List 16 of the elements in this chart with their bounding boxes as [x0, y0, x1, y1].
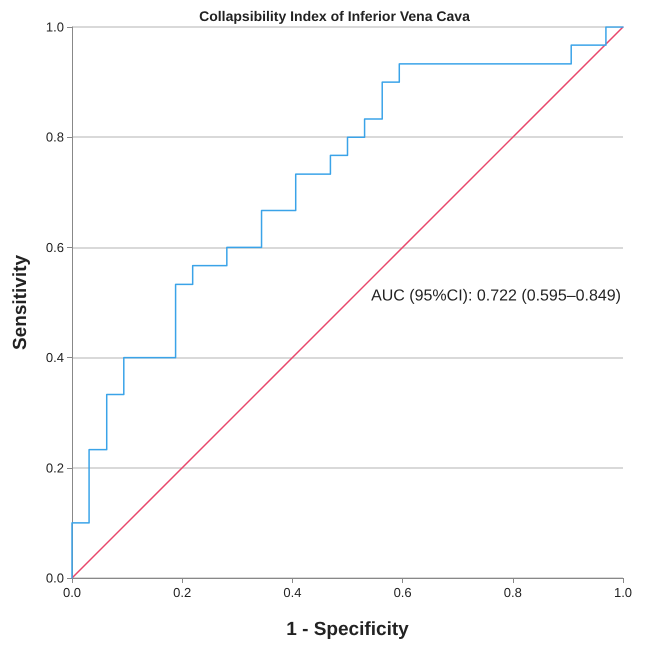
x-axis-title: 1 - Specificity	[286, 619, 410, 640]
annotation: AUC (95%CI): 0.722 (0.595–0.849)	[371, 288, 622, 304]
x-tick-label: 0.6	[394, 585, 412, 600]
y-tick-label: 1.0	[46, 20, 64, 34]
y-tick-label: 0.8	[46, 130, 64, 145]
x-tick-label: 0.2	[173, 585, 192, 600]
y-axis-title: Sensitivity	[10, 254, 31, 350]
chart-title: Collapsibility Index of Inferior Vena Cava	[199, 8, 470, 24]
y-tick-label: 0.6	[46, 240, 64, 255]
x-tick-label: 1.0	[614, 585, 632, 600]
y-tick-label: 0.0	[46, 570, 64, 586]
x-tick-label: 0.8	[504, 585, 522, 600]
y-tick-label: 0.2	[46, 460, 64, 476]
x-tick-label: 0.4	[283, 585, 302, 600]
x-tick-label: 0.0	[62, 585, 82, 600]
y-tick-label: 0.4	[46, 350, 64, 366]
